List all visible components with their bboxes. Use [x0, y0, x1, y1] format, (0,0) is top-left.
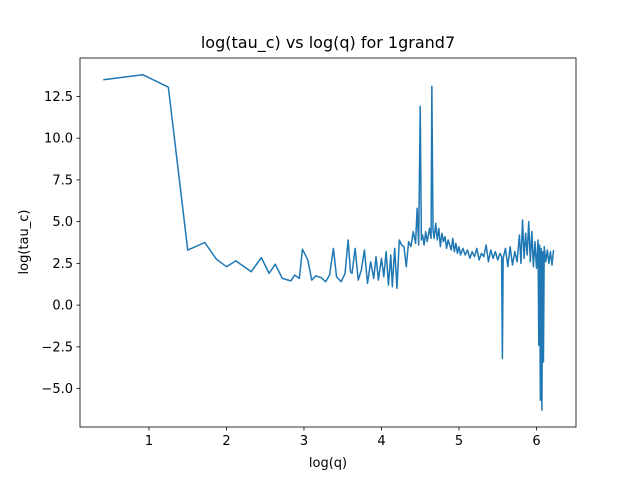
plot-frame: [79, 57, 577, 428]
x-tick-label: 5: [455, 434, 463, 449]
chart-title: log(tau_c) vs log(q) for 1grand7: [201, 33, 455, 53]
y-tick-label: 2.5: [52, 257, 73, 272]
y-tick-label: 7.5: [52, 173, 73, 188]
data-line: [103, 73, 555, 412]
x-tick-label: 2: [222, 434, 230, 449]
x-tick-label: 4: [377, 434, 385, 449]
y-tick-label: −2.5: [41, 340, 73, 355]
y-tick-label: 5.0: [52, 215, 73, 230]
y-tick-label: 0.0: [52, 299, 73, 314]
x-tick-label: 1: [145, 434, 153, 449]
y-tick-label: 12.5: [44, 90, 73, 105]
y-tick-label: −5.0: [41, 382, 73, 397]
x-tick-label: 3: [300, 434, 308, 449]
x-tick-label: 6: [532, 434, 540, 449]
y-axis-label: log(tau_c): [17, 210, 32, 275]
x-axis-label: log(q): [309, 456, 347, 471]
y-tick-label: 10.0: [44, 132, 73, 147]
